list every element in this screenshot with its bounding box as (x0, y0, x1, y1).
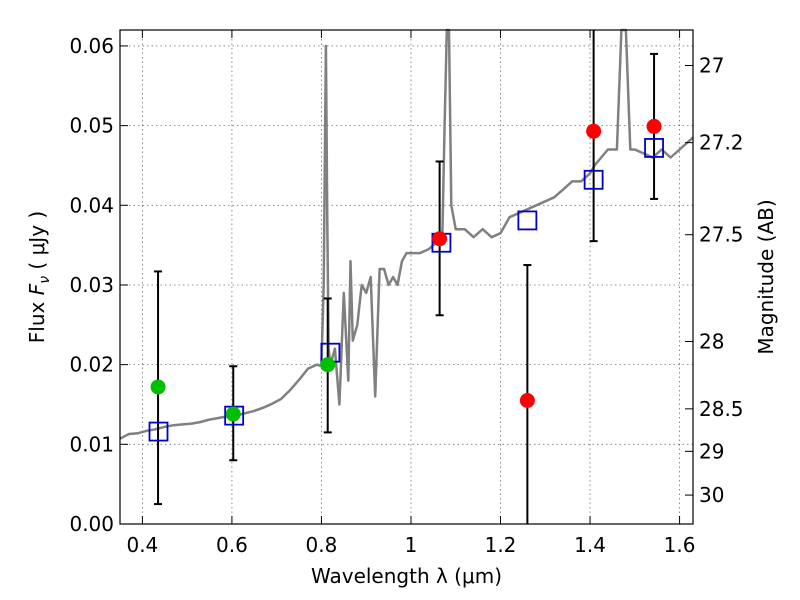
mag-tick-label: 30 (699, 483, 724, 507)
red-data-point (519, 393, 535, 408)
x-tick-label: 1.4 (574, 533, 606, 557)
x-tick-label: 0.4 (126, 533, 158, 557)
axis-labels: Wavelength λ (μm) Flux Fν ( μJy ) Magnit… (25, 199, 778, 588)
x-axis-label: Wavelength λ (μm) (311, 564, 502, 588)
y-tick-label: 0.05 (69, 114, 114, 138)
mag-tick-label: 27 (699, 54, 724, 78)
y-tick-label: 0.02 (69, 353, 114, 377)
y-axis-label-right: Magnitude (AB) (754, 199, 778, 354)
y-axis-label-text: Flux (25, 295, 49, 343)
mag-tick-label: 27.2 (699, 131, 744, 155)
green-data-point (150, 379, 166, 395)
red-data-point (586, 123, 602, 139)
plot-frame (119, 29, 694, 525)
x-tick-label: 1 (405, 533, 418, 557)
model-square (644, 138, 664, 158)
y-tick-label: 0.00 (69, 512, 114, 536)
y-tick-label: 0.06 (69, 34, 114, 58)
mag-tick-label: 28 (699, 329, 724, 353)
observed-points (150, 118, 662, 422)
model-square (148, 421, 169, 442)
x-tick-label: 0.6 (216, 533, 248, 557)
y-axis-label-math-sub: ν (37, 276, 53, 284)
spectrum (119, 28, 694, 440)
red-data-point (646, 118, 662, 134)
y-axis-label-unit: ( μJy ) (25, 211, 49, 276)
mag-tick-label: 29 (699, 439, 724, 463)
mag-tick-label: 28.5 (699, 397, 744, 421)
y-tick-label: 0.01 (69, 432, 114, 456)
grid (120, 30, 693, 525)
red-data-point (432, 231, 448, 247)
model-points (148, 138, 664, 442)
green-data-point (320, 357, 336, 373)
spectrum-line (119, 28, 694, 440)
error-bars (154, 30, 659, 524)
y-axis-label-left: Flux Fν ( μJy ) (25, 211, 53, 343)
x-tick-label: 0.8 (306, 533, 338, 557)
y-tick-label: 0.03 (69, 273, 114, 297)
y-tick-label: 0.04 (69, 193, 114, 217)
x-tick-label: 1.6 (664, 533, 696, 557)
green-data-point (225, 406, 241, 422)
y-axis-label-math: F (25, 283, 49, 295)
axis-ticks: 0.4 0.6 0.8 1 1.2 1.4 1.6 0.00 0.01 0.02 0.03 0.04 0… (69, 30, 744, 557)
mag-tick-label: 27.5 (699, 223, 744, 247)
model-square (583, 169, 604, 190)
x-tick-label: 1.2 (485, 533, 517, 557)
model-square (517, 210, 538, 231)
